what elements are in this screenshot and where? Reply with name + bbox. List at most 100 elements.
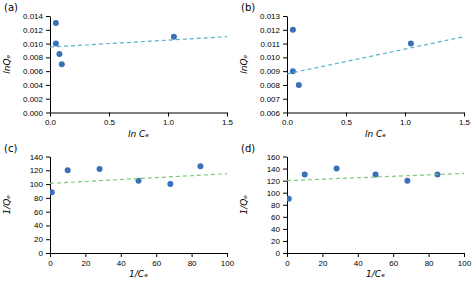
y-axis-title: lnQₑ	[2, 54, 12, 73]
x-axis-tick-mark	[227, 253, 228, 257]
point	[171, 34, 177, 40]
y-axis-tick: 80	[34, 194, 50, 203]
y-axis-tick-mark	[46, 85, 50, 86]
figure: 0.00.51.01.50.0000.0020.0040.0060.0080.0…	[0, 0, 474, 281]
y-axis-tick-label: 80	[34, 194, 43, 203]
x-axis-tick-label: 80	[425, 259, 434, 268]
y-axis-tick-label: 160	[267, 153, 281, 162]
y-axis-tick-label: 40	[34, 221, 43, 230]
x-axis-tick: 0.5	[341, 113, 353, 128]
y-axis-tick-mark	[283, 193, 287, 194]
panel-title: (d)	[241, 143, 255, 154]
y-axis-tick-mark	[46, 184, 50, 185]
y-axis-tick-label: 0.008	[260, 81, 281, 90]
y-axis-title: 1/Qₑ	[2, 195, 12, 215]
points	[287, 166, 440, 202]
x-axis-tick: 80	[188, 253, 197, 268]
x-axis-tick-mark	[156, 253, 157, 257]
panel-title: (c)	[4, 143, 17, 154]
x-axis-tick-label: 1.0	[163, 118, 175, 127]
x-axis-tick-mark	[50, 253, 51, 257]
x-axis-tick-mark	[464, 113, 465, 117]
y-axis-tick: 0.007	[260, 95, 287, 104]
y-axis-tick-mark	[283, 241, 287, 242]
y-axis-tick: 20	[34, 235, 50, 244]
x-axis-tick-mark	[121, 253, 122, 257]
x-axis-tick: 40	[354, 253, 363, 268]
x-axis-title: 1/Cₑ	[129, 269, 148, 279]
x-axis-tick-mark	[346, 113, 347, 117]
x-axis: 0.00.51.01.5	[45, 113, 234, 128]
y-axis-title: lnQₑ	[239, 54, 249, 73]
x-axis-tick-label: 60	[389, 259, 398, 268]
y-axis-tick-label: 100	[267, 189, 281, 198]
x-axis-tick-label: 40	[117, 259, 126, 268]
y-axis-line	[287, 17, 288, 114]
y-axis-tick: 120	[30, 166, 50, 175]
y-axis-tick-mark	[283, 157, 287, 158]
y-axis-tick: 0.004	[23, 81, 50, 90]
y-axis-tick-mark	[46, 30, 50, 31]
x-axis-tick-mark	[464, 253, 465, 257]
x-axis-tick-label: 0	[48, 259, 53, 268]
y-axis: 020406080100120140	[30, 153, 51, 259]
y-axis-tick-mark	[283, 71, 287, 72]
x-axis-tick-label: 80	[188, 259, 197, 268]
point	[302, 172, 308, 178]
y-axis-line	[50, 17, 51, 114]
point	[53, 41, 59, 47]
y-axis-tick: 0.006	[260, 109, 287, 118]
y-axis-tick-label: 80	[271, 201, 280, 210]
fit-line	[50, 174, 227, 184]
point	[53, 20, 59, 26]
y-axis-tick-mark	[46, 99, 50, 100]
y-axis-tick-mark	[46, 239, 50, 240]
x-axis-tick-label: 100	[221, 259, 235, 268]
y-axis-tick-mark	[283, 217, 287, 218]
y-axis-tick: 0.010	[23, 40, 50, 49]
x-axis-tick-mark	[85, 253, 86, 257]
x-axis-tick: 1.0	[163, 113, 175, 128]
y-axis-tick-label: 140	[30, 153, 44, 162]
point	[290, 27, 296, 33]
panel: 0.00.51.01.50.0000.0020.0040.0060.0080.0…	[2, 2, 234, 139]
y-axis-tick: 0.013	[260, 12, 287, 21]
x-axis-tick: 40	[117, 253, 126, 268]
y-axis-tick: 40	[34, 221, 50, 230]
y-axis-tick-mark	[46, 253, 50, 254]
point	[197, 163, 203, 169]
x-axis-tick-label: 1.5	[222, 118, 234, 127]
y-axis-tick-label: 60	[34, 208, 43, 217]
x-axis-tick-label: 1.0	[400, 118, 412, 127]
x-axis-tick: 0.0	[282, 113, 294, 128]
point	[59, 61, 65, 67]
x-axis-tick-mark	[358, 253, 359, 257]
y-axis-tick-mark	[46, 113, 50, 114]
x-axis-title: 1/Cₑ	[366, 269, 385, 279]
point	[404, 178, 410, 184]
x-axis-tick-mark	[287, 113, 288, 117]
x-axis-tick-mark	[227, 113, 228, 117]
y-axis-tick-mark	[283, 113, 287, 114]
y-axis-tick-label: 140	[267, 165, 281, 174]
y-axis-tick-label: 0.006	[260, 109, 281, 118]
x-axis-tick-label: 100	[458, 259, 472, 268]
y-axis-tick-mark	[46, 170, 50, 171]
plot-area	[50, 20, 227, 67]
y-axis-tick-mark	[283, 85, 287, 86]
y-axis-tick-label: 0.010	[23, 40, 44, 49]
point	[296, 82, 302, 88]
y-axis-tick: 0.012	[260, 26, 287, 35]
y-axis-tick: 0.000	[23, 109, 50, 118]
panel: 020406080100020406080100120140160(d)1/Cₑ…	[239, 143, 472, 280]
y-axis-tick-mark	[283, 16, 287, 17]
x-axis: 0.00.51.01.5	[282, 113, 471, 128]
x-axis-tick-label: 0.0	[282, 118, 294, 127]
y-axis-tick-label: 100	[30, 180, 44, 189]
x-axis-tick-mark	[109, 113, 110, 117]
y-axis-tick: 0.010	[260, 53, 287, 62]
y-axis-tick-mark	[283, 57, 287, 58]
y-axis-tick: 0.008	[23, 53, 50, 62]
y-axis-tick-mark	[46, 157, 50, 158]
y-axis-tick: 60	[34, 208, 50, 217]
